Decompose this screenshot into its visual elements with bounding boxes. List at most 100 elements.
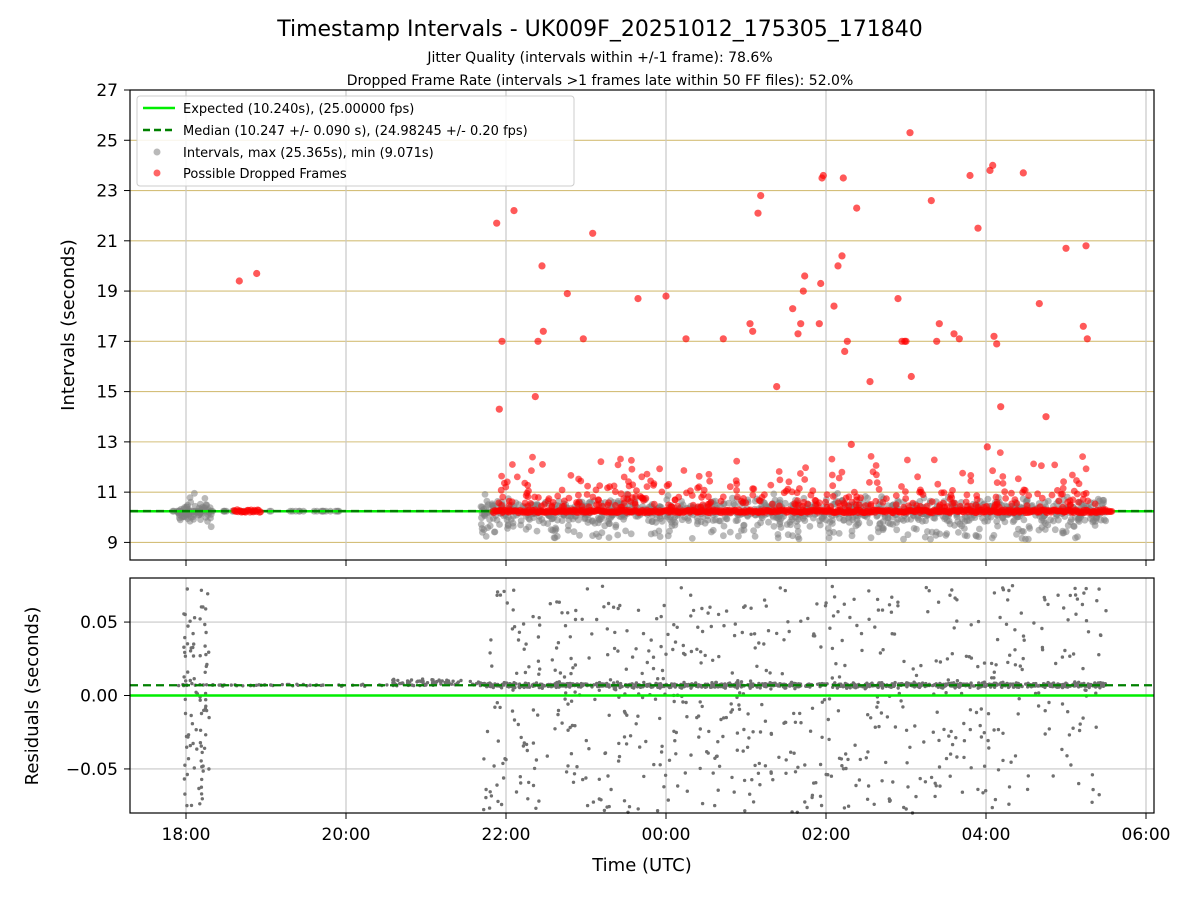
dropped-frame-point bbox=[812, 497, 820, 505]
residual-point bbox=[203, 644, 207, 648]
dropped-frame-point bbox=[989, 467, 996, 475]
residual-point bbox=[957, 685, 961, 689]
dropped-frame-point bbox=[757, 192, 765, 200]
residual-point bbox=[876, 700, 880, 705]
residual-point bbox=[738, 691, 742, 695]
interval-point bbox=[612, 523, 620, 531]
residual-point bbox=[829, 774, 834, 778]
residual-point bbox=[587, 656, 591, 660]
dropped-frame-point bbox=[579, 335, 587, 343]
residual-point bbox=[192, 766, 196, 770]
dropped-frame-point bbox=[502, 483, 510, 491]
residual-point bbox=[881, 648, 885, 652]
residual-point bbox=[758, 686, 762, 690]
residual-point bbox=[793, 770, 798, 774]
residual-point bbox=[1043, 709, 1047, 713]
dropped-frame-point bbox=[902, 495, 910, 502]
residual-point bbox=[689, 753, 693, 757]
residual-point bbox=[917, 682, 921, 686]
interval-point bbox=[1074, 533, 1081, 541]
residual-point bbox=[385, 683, 389, 687]
dropped-frame-point bbox=[956, 502, 964, 510]
residual-point bbox=[749, 606, 753, 610]
residual-point bbox=[197, 786, 201, 791]
top-ytick-label: 21 bbox=[96, 232, 118, 252]
residual-point bbox=[531, 783, 536, 788]
residual-point bbox=[969, 623, 973, 627]
dropped-frame-point bbox=[1064, 498, 1072, 506]
interval-point bbox=[810, 514, 817, 522]
residual-point bbox=[636, 714, 640, 718]
residual-point bbox=[683, 771, 687, 775]
residual-point bbox=[536, 659, 541, 663]
residual-point bbox=[1013, 648, 1017, 652]
residual-point bbox=[605, 805, 609, 809]
top-ytick-label: 17 bbox=[96, 332, 118, 352]
residual-point bbox=[493, 705, 497, 709]
residual-point bbox=[531, 741, 536, 745]
residual-point bbox=[624, 667, 628, 671]
interval-point bbox=[533, 527, 541, 535]
residual-point bbox=[960, 790, 965, 794]
dropped-frame-point bbox=[534, 337, 542, 345]
residual-point bbox=[676, 784, 680, 788]
dropped-frame-point bbox=[898, 483, 905, 490]
dropped-frame-point bbox=[768, 500, 776, 508]
residual-point bbox=[537, 672, 541, 676]
legend-dropped-marker bbox=[153, 169, 161, 177]
interval-point bbox=[848, 532, 856, 540]
dropped-frame-point bbox=[892, 501, 900, 509]
interval-point bbox=[731, 501, 739, 509]
dropped-frame-point bbox=[733, 486, 740, 494]
dropped-frame-point bbox=[617, 455, 624, 463]
residual-point bbox=[904, 728, 909, 732]
residual-point bbox=[198, 802, 202, 806]
residual-point bbox=[616, 606, 620, 611]
residual-point bbox=[713, 803, 717, 808]
dropped-frame-point bbox=[828, 455, 836, 463]
residual-point bbox=[924, 585, 928, 590]
residual-point bbox=[515, 671, 519, 675]
residual-point bbox=[992, 591, 997, 595]
residual-point bbox=[445, 678, 449, 682]
residual-point bbox=[191, 654, 196, 658]
bottom-plot-data bbox=[130, 584, 1154, 815]
dropped-frame-point bbox=[797, 470, 804, 477]
legend-expected-label: Expected (10.240s), (25.00000 fps) bbox=[183, 102, 414, 117]
residual-point bbox=[1081, 666, 1085, 671]
residual-point bbox=[681, 643, 685, 648]
residual-point bbox=[1032, 621, 1036, 625]
residual-point bbox=[996, 727, 1001, 732]
dropped-frame-point bbox=[875, 485, 883, 493]
residual-point bbox=[743, 809, 747, 813]
dropped-frame-point bbox=[700, 491, 707, 499]
dropped-frame-point bbox=[589, 229, 597, 237]
residual-point bbox=[798, 711, 802, 716]
residual-point bbox=[748, 792, 752, 796]
interval-point bbox=[956, 520, 964, 528]
residual-point bbox=[945, 683, 949, 687]
interval-point bbox=[1059, 527, 1066, 535]
dropped-frame-point bbox=[997, 403, 1005, 411]
x-tick-label: 22:00 bbox=[482, 825, 531, 845]
residual-point bbox=[878, 651, 883, 655]
residual-point bbox=[1013, 754, 1018, 758]
residual-point bbox=[1013, 663, 1018, 667]
dropped-frame-point bbox=[867, 500, 875, 508]
residual-point bbox=[760, 702, 764, 707]
residual-point bbox=[573, 690, 577, 694]
dropped-frame-point bbox=[605, 499, 613, 506]
dropped-frame-point bbox=[853, 204, 861, 212]
residual-point bbox=[672, 699, 676, 704]
residual-point bbox=[810, 706, 815, 710]
dropped-frame-point bbox=[662, 292, 670, 300]
interval-point bbox=[671, 519, 679, 526]
residual-point bbox=[410, 683, 414, 687]
residual-point bbox=[955, 755, 959, 759]
residual-point bbox=[1036, 684, 1040, 688]
dropped-frame-point bbox=[1011, 496, 1019, 503]
residual-point bbox=[918, 776, 922, 781]
residual-point bbox=[1007, 802, 1011, 806]
dropped-frame-point bbox=[548, 502, 556, 510]
residual-point bbox=[280, 682, 284, 687]
